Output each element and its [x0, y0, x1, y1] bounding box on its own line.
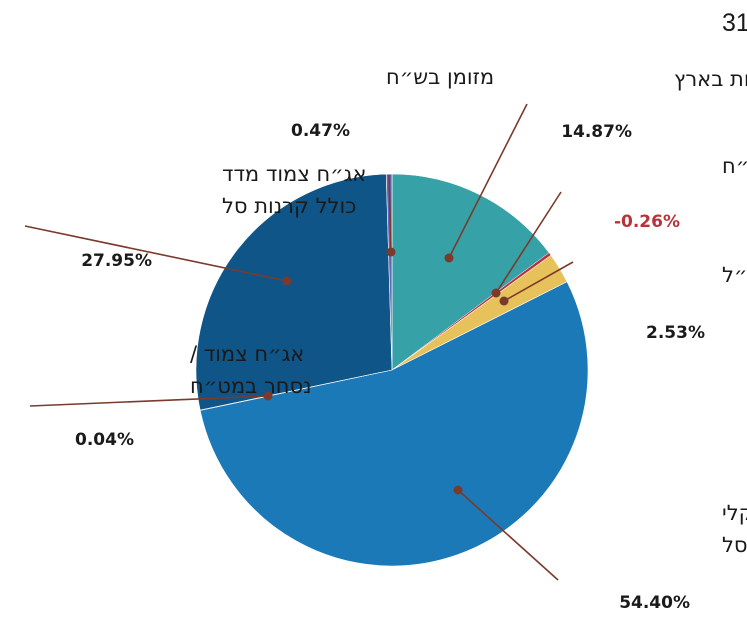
slice-value-label: 0.47% [291, 121, 350, 141]
slice-value-label: 54.40% [619, 593, 690, 613]
slice-label: כולל קרנות סל [722, 533, 747, 557]
pie-slice [199, 281, 589, 567]
leader-dot [282, 276, 292, 286]
slice-label: מניות בארץ [674, 67, 747, 91]
chart-date-title: נכון לתאריך 31.05.2025 [722, 9, 747, 37]
leader-line [388, 174, 392, 253]
leader-lines [24, 103, 574, 581]
slice-value-label: -0.26% [614, 212, 680, 232]
leader-line [503, 261, 574, 302]
pie-slice [391, 173, 550, 371]
leader-line [24, 225, 288, 282]
pie-slice [195, 173, 393, 411]
slice-value-label: 14.87% [561, 122, 632, 142]
slice-value-label: 27.95% [81, 251, 152, 271]
leader-dot [263, 391, 273, 401]
slice-label: אג״ח צמוד / [190, 342, 304, 366]
slice-label: מזומן במט״ח [722, 154, 747, 178]
slice-value-label: 0.04% [75, 430, 134, 450]
leader-dot [444, 253, 454, 263]
slice-label: נסחר במט״ח [190, 374, 312, 398]
leader-line [495, 191, 562, 294]
leader-line [457, 489, 559, 581]
leader-line [29, 395, 269, 407]
leader-dot [386, 247, 396, 257]
slice-label: מניות בחו״ל [722, 263, 747, 287]
leader-dot [499, 296, 509, 306]
slice-label: מזומן בש״ח [386, 65, 494, 89]
slice-label: כולל קרנות סל [222, 194, 356, 218]
slice-labels: מניות בארץ 14.87% מזומן במט״ח -0.26% מניות ב… [75, 65, 747, 613]
slice-value-label: 2.53% [646, 323, 705, 343]
leader-dot [491, 288, 501, 298]
slice-label: אג״ח שקלי [722, 501, 747, 525]
slice-label: אג״ח צמוד מדד [222, 162, 366, 186]
leader-line [448, 103, 528, 259]
leader-dot [453, 485, 463, 495]
pie-slices [195, 173, 589, 567]
